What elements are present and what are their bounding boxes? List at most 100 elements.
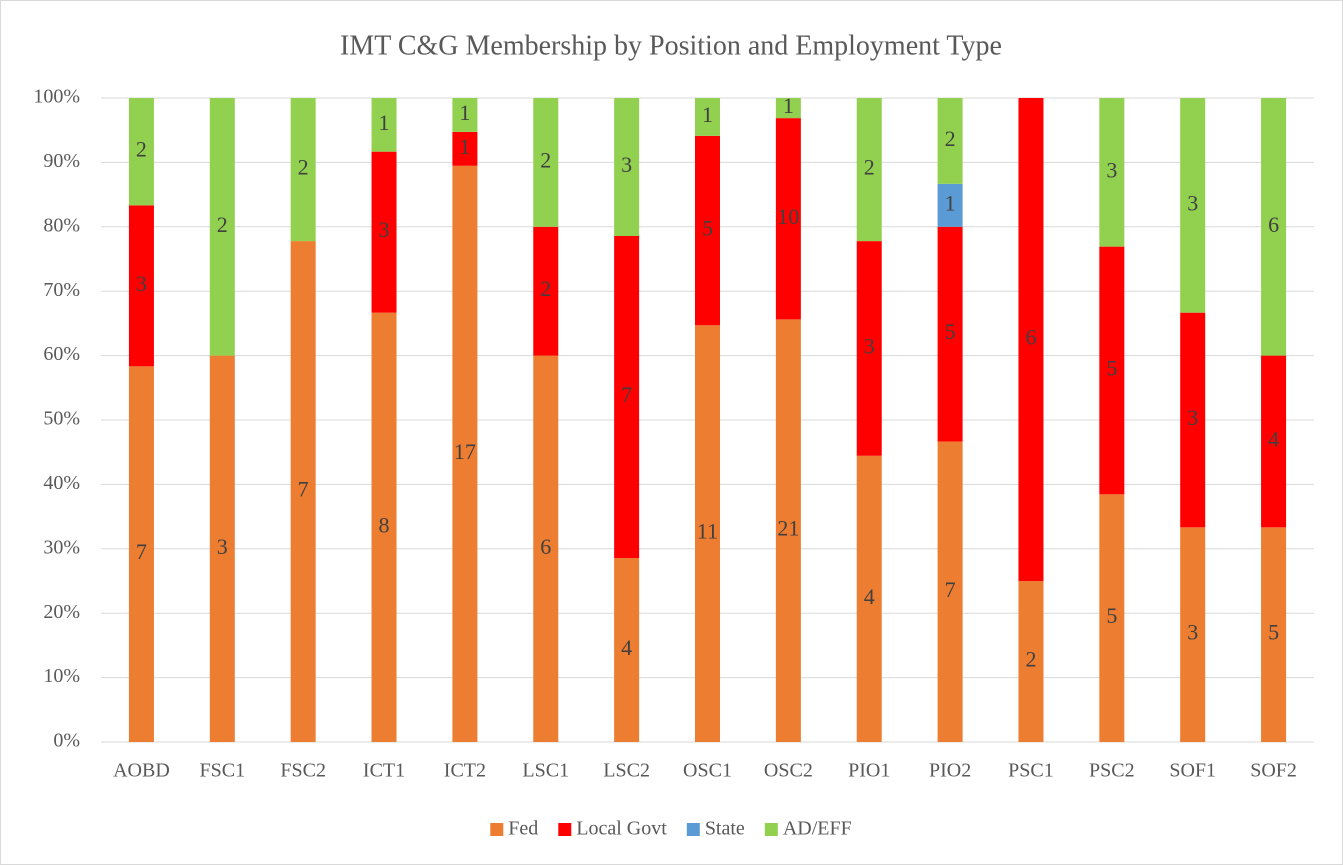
y-tick-label: 90% [43,150,80,172]
data-label: 3 [864,333,875,358]
bar-segment [1180,312,1206,528]
data-label: 3 [136,271,147,296]
x-tick-label: LSC2 [603,760,650,782]
data-label: 1 [783,93,794,118]
bar-segment [695,325,720,742]
bar-segment [695,98,720,136]
y-tick-label: 0% [53,730,80,752]
x-tick-label: PSC1 [1008,760,1054,782]
bar-segment [856,455,882,742]
bar-segment [1261,355,1287,528]
bar-segment [775,98,801,119]
bar-segment [1099,98,1125,247]
x-tick-label: OSC2 [764,760,813,782]
x-tick-label: LSC1 [522,760,569,782]
x-tick-label: PIO2 [929,760,971,782]
data-label: 3 [1106,157,1117,182]
data-label: 7 [621,382,632,407]
data-label: 3 [379,217,390,242]
data-label: 3 [1187,405,1198,430]
bar-segment [371,312,397,742]
y-tick-label: 20% [43,601,80,623]
bar-segment [937,183,963,227]
legend-label: State [705,818,745,840]
data-label: 8 [379,512,390,537]
data-label: 1 [945,190,956,215]
bar-segment [452,98,478,132]
x-tick-label: SOF2 [1250,760,1297,782]
data-label: 6 [1025,325,1036,350]
bar-segment [1261,98,1287,356]
bar-segment [290,241,316,742]
x-tick-label: SOF1 [1169,760,1216,782]
x-tick-label: ICT2 [444,760,486,782]
data-label: 2 [1025,647,1036,672]
data-label: 3 [621,152,632,177]
bar-segment [452,165,478,742]
bar-segment [856,98,882,242]
data-label: 2 [945,126,956,151]
bar-segment [775,319,801,742]
bar-segment [1180,527,1206,742]
data-label: 6 [540,534,551,559]
data-label: 2 [298,155,309,180]
y-tick-label: 70% [43,279,80,301]
data-label: 17 [454,439,476,464]
chart-title: IMT C&G Membership by Position and Emplo… [340,30,1002,61]
data-label: 21 [777,516,799,541]
data-label: 7 [298,477,309,502]
data-label: 3 [217,534,228,559]
bar-segment [614,98,640,236]
data-label: 1 [702,102,713,127]
data-label: 1 [459,134,470,159]
bar-segment [1099,246,1125,495]
data-label: 5 [1106,603,1117,628]
x-tick-label: AOBD [113,760,170,782]
bar-segment [937,226,963,442]
data-label: 5 [945,319,956,344]
bar-segment [452,131,478,166]
data-label: 7 [945,577,956,602]
data-label: 5 [1106,356,1117,381]
y-tick-label: 80% [43,214,80,236]
bar-segment [371,98,397,152]
y-tick-label: 50% [43,408,80,430]
bar-segment [1099,494,1125,742]
x-tick-label: PSC2 [1089,760,1135,782]
data-label: 2 [864,155,875,180]
legend-label: AD/EFF [783,818,852,840]
data-label: 3 [1187,190,1198,215]
legend-swatch [490,823,504,836]
bar-segment [533,226,559,356]
bar-segment [856,241,882,456]
data-label: 4 [1268,427,1279,452]
bar-segment [209,98,235,356]
y-tick-label: 60% [43,343,80,365]
data-label: 2 [136,137,147,162]
bar-segment [533,98,559,227]
bar-segment [775,118,801,320]
legend-label: Local Govt [576,818,667,840]
bar-segment [937,441,963,742]
x-tick-label: FSC2 [280,760,326,782]
data-label: 11 [697,519,718,544]
data-label: 1 [459,100,470,125]
data-label: 7 [136,539,147,564]
bar-segment [209,355,235,742]
bar-segment [1180,98,1206,313]
bar-segment [937,98,963,184]
bar-segment [290,98,316,242]
bar-segment [128,205,154,367]
x-tick-label: ICT1 [363,760,405,782]
bar-segment [1018,581,1044,742]
data-label: 10 [777,204,799,229]
bar-segment [128,366,154,742]
bar-segment [1018,98,1044,581]
legend-swatch [558,823,572,836]
bar-segment [695,135,720,326]
data-label: 4 [621,635,632,660]
data-label: 3 [1187,620,1198,645]
data-label: 5 [1268,620,1279,645]
